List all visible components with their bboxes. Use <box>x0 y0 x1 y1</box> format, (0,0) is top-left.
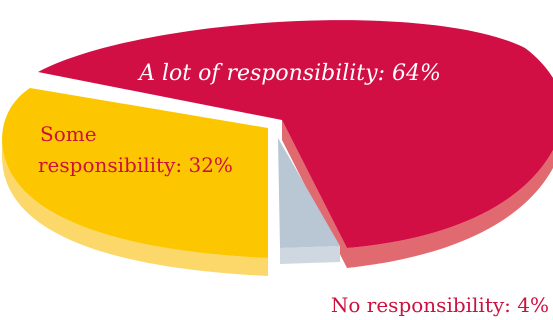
slice-a-lot <box>38 20 553 248</box>
slice-none <box>278 138 340 248</box>
slice-some <box>2 88 268 258</box>
label-a-lot: A lot of responsibility: 64% <box>137 61 441 86</box>
slice-side-a-lot <box>347 150 553 268</box>
label-none: No responsibility: 4% <box>331 293 549 317</box>
label-some-line1: Some <box>40 122 97 146</box>
slice-side-some <box>2 140 268 276</box>
slice-side-none <box>280 246 340 264</box>
label-some-line2: responsibility: 32% <box>38 153 233 177</box>
